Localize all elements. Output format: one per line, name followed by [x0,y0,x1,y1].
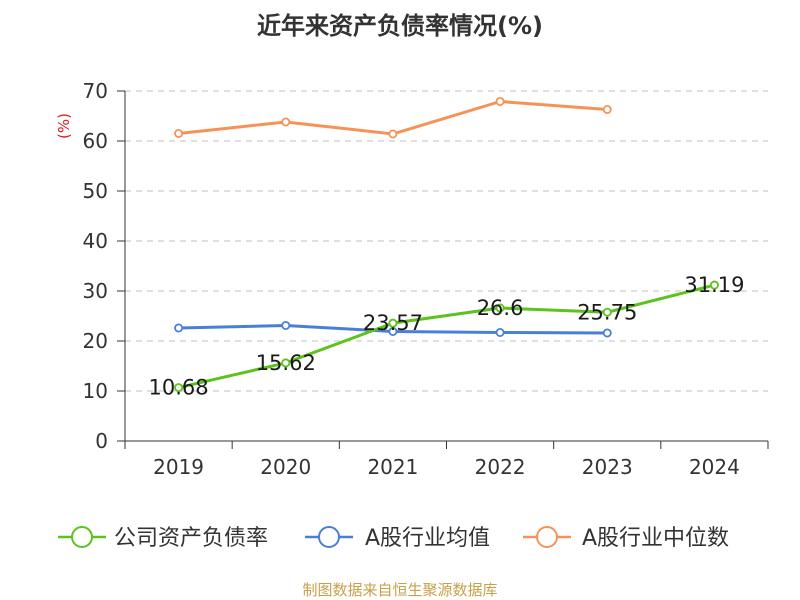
legend-marker [318,526,340,548]
y-tick-label: 10 [83,379,108,403]
data-point [602,105,612,115]
data-label: 25.75 [577,300,637,324]
axes: 0 10 20 30 40 50 60 70 2019 2020 2021 2022 2023 2024 [83,79,769,479]
y-tick-label: 30 [83,279,108,303]
x-tick-label: 2023 [582,455,633,479]
x-tick-label: 2019 [153,455,204,479]
series-line [178,283,715,390]
data-point [174,128,184,138]
legend-marker [71,526,93,548]
legend-label: A股行业中位数 [582,526,729,551]
legend-marker [536,526,558,548]
series-group [174,97,719,393]
legend-label: A股行业均值 [365,526,490,551]
legend[interactable]: 公司资产负债率 A股行业均值 A股行业中位数 [58,526,729,551]
data-point [281,117,291,127]
y-axis-label: (%) [55,113,73,139]
legend-item[interactable]: A股行业均值 [305,526,490,551]
data-point [281,320,291,330]
data-point [174,383,184,393]
data-labels: 10.68 15.62 23.57 26.6 25.75 31.19 [149,273,745,400]
legend-label: 公司资产负债率 [114,526,268,551]
y-tick-label: 20 [83,329,108,353]
y-tick-label: 70 [83,79,108,103]
data-point [495,327,505,337]
y-tick-label: 0 [95,429,108,453]
legend-item[interactable]: 公司资产负债率 [58,526,268,551]
source-note: 制图数据来自恒生聚源数据库 [302,581,497,599]
series-line [178,100,608,136]
x-tick-label: 2024 [689,455,740,479]
grid-lines [125,90,768,392]
y-tick-label: 60 [83,129,108,153]
chart-title: 近年来资产负债率情况(%) [257,12,543,40]
data-point [388,129,398,139]
x-tick-label: 2020 [260,455,311,479]
data-label: 15.62 [256,351,316,375]
data-label: 31.19 [684,273,744,297]
data-point [388,326,398,336]
data-point [388,318,398,328]
data-point [602,328,612,338]
data-point [281,358,291,368]
data-point [495,303,505,313]
data-point [495,97,505,107]
data-label: 26.6 [477,296,524,320]
data-point [709,280,719,290]
y-tick-label: 50 [83,179,108,203]
legend-item[interactable]: A股行业中位数 [523,526,729,551]
x-tick-label: 2022 [475,455,526,479]
data-point [602,307,612,317]
data-point [174,323,184,333]
data-label: 23.57 [363,311,423,335]
data-label: 10.68 [149,376,209,400]
y-tick-label: 40 [83,229,108,253]
x-tick-label: 2021 [367,455,418,479]
